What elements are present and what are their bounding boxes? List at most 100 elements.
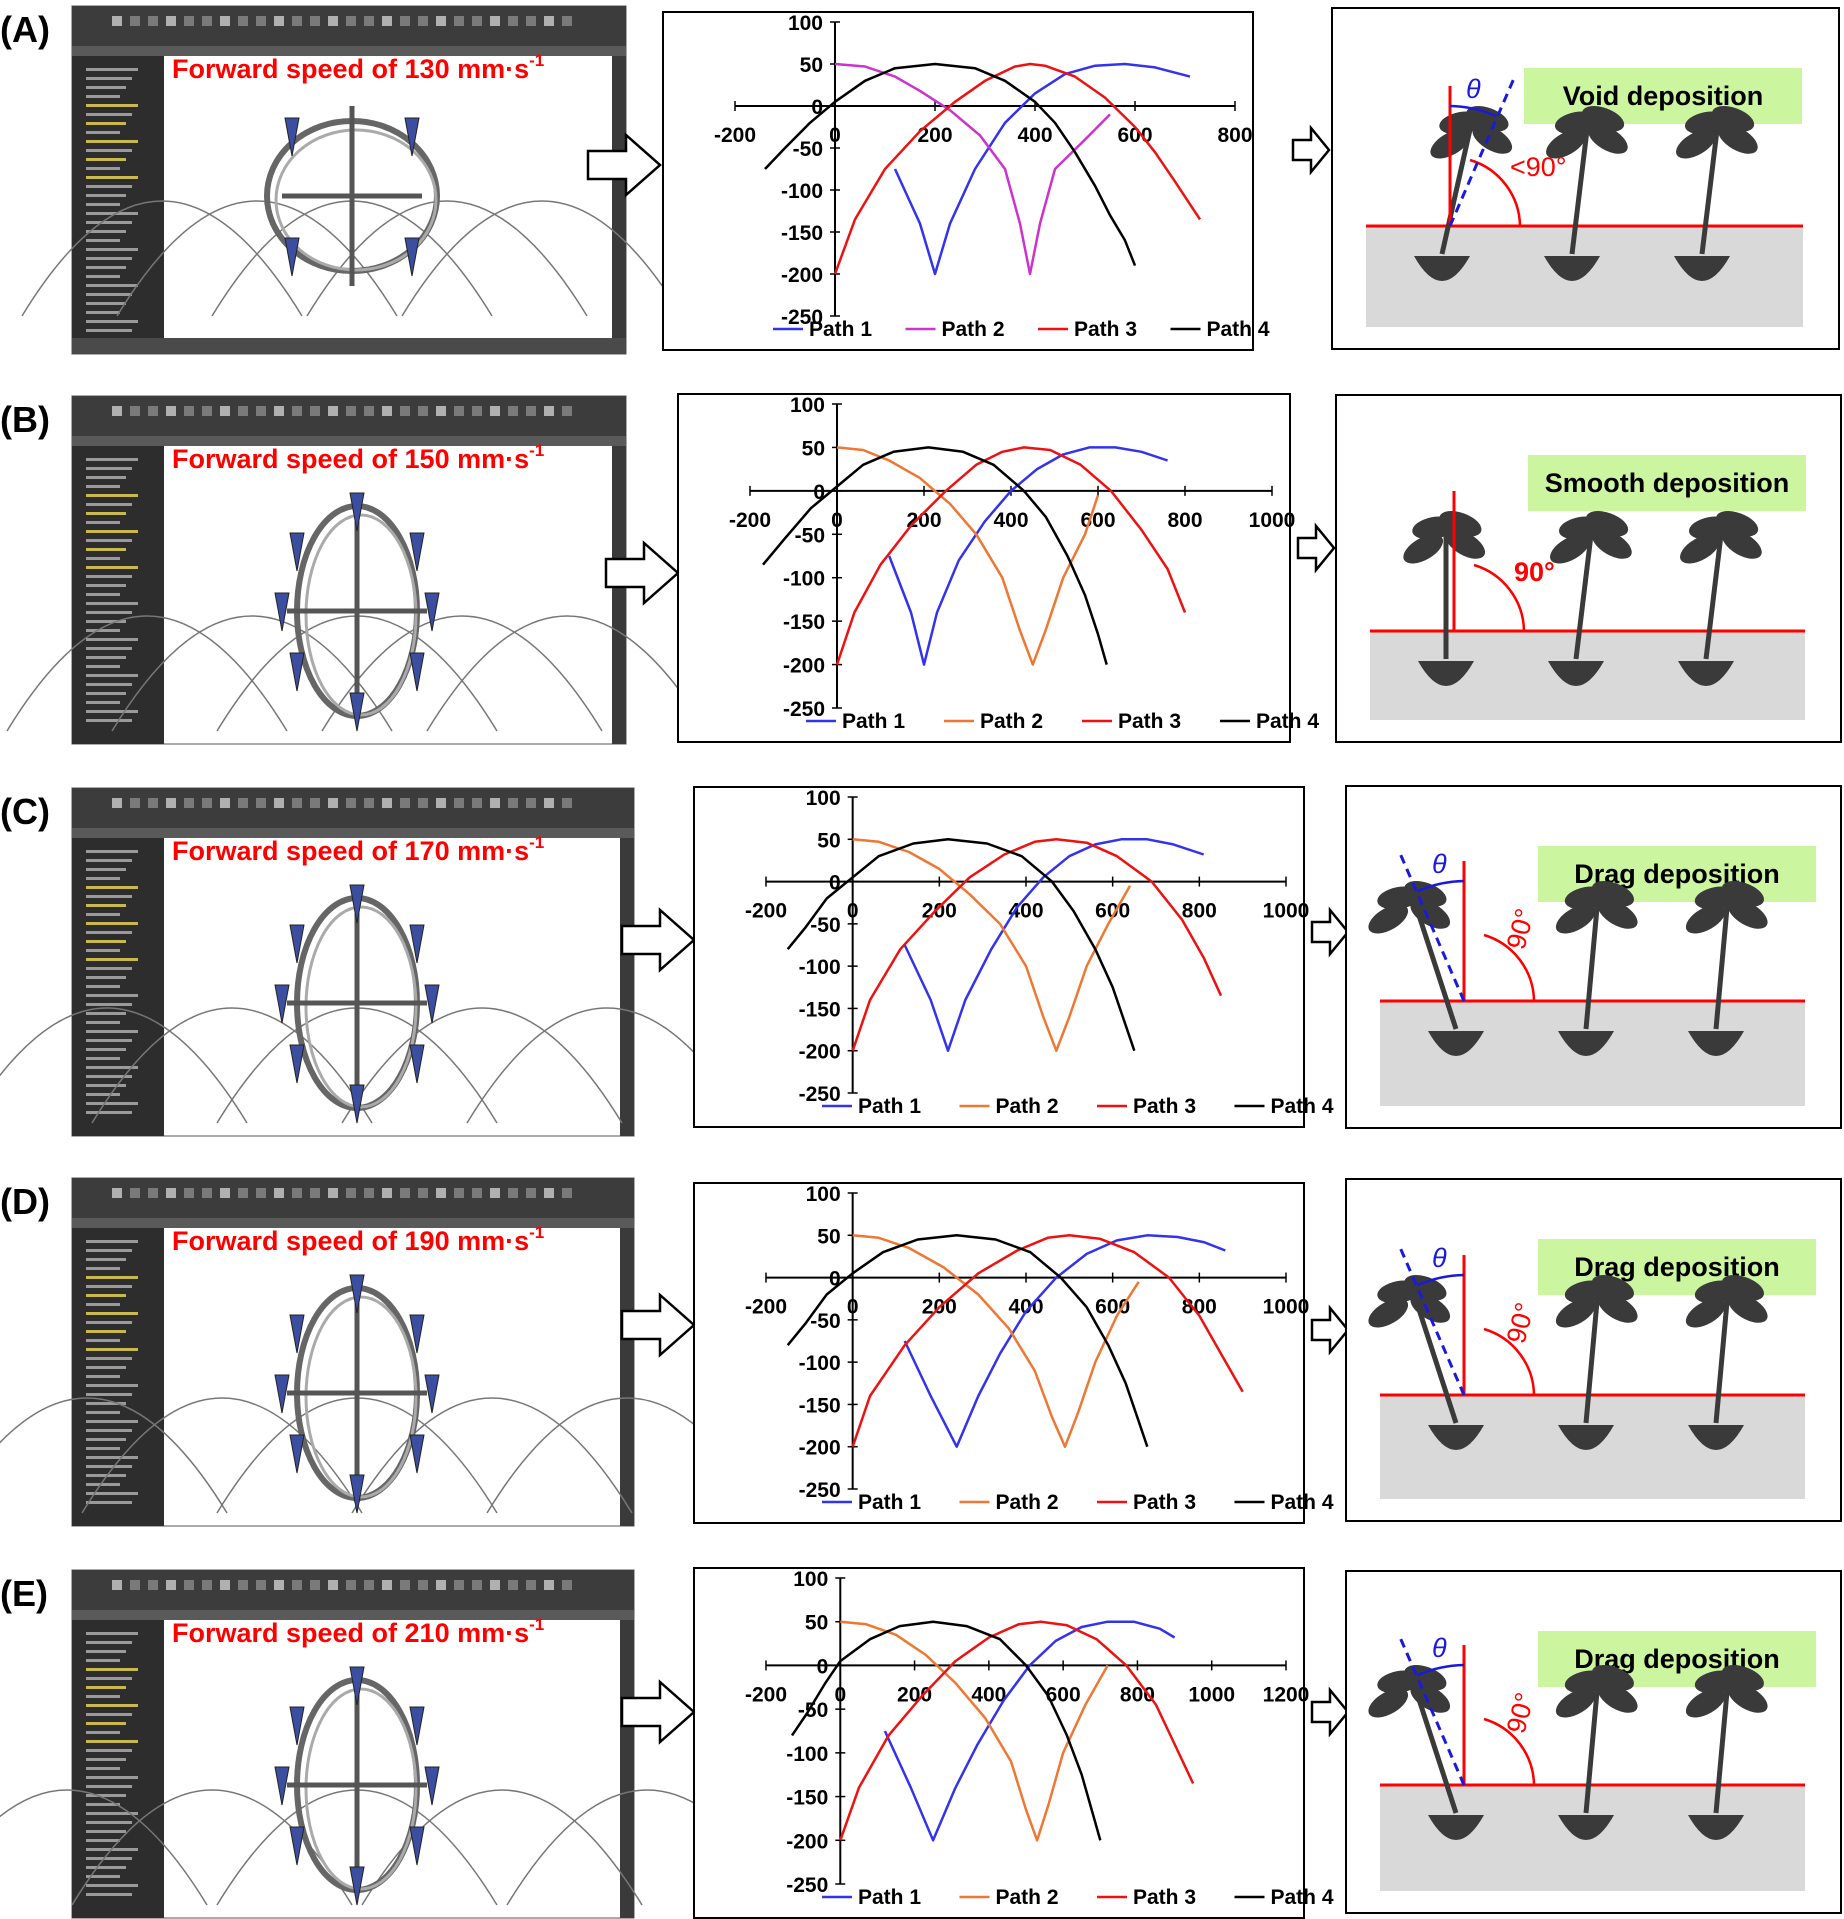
- root-ball: [1544, 256, 1600, 281]
- series-line-path-2: [836, 446, 1100, 666]
- tree-item: [86, 1330, 126, 1333]
- trajectory-arc: [21, 200, 303, 317]
- tree-item: [86, 203, 120, 206]
- tree-item: [86, 257, 132, 260]
- tree-item: [86, 275, 120, 278]
- trajectory-chart: 100 50 0 -50 -100 -150 -200 -250 -200 0 200 400 600 8…: [677, 393, 1319, 743]
- tree-item: [86, 701, 120, 704]
- toolbar-icon: [544, 798, 554, 808]
- toolbar-icon: [454, 16, 464, 26]
- toolbar-icon: [418, 1580, 428, 1590]
- planting-hopper: [409, 1044, 425, 1084]
- panel-row-d: (D)Forward speed of 190 mm·s-1100500-50-…: [0, 1177, 1842, 1527]
- tree-item: [86, 185, 132, 188]
- toolbar-icon: [382, 1188, 392, 1198]
- tree-item: [86, 1884, 138, 1887]
- tree-item: [86, 611, 132, 614]
- toolbar-icon: [202, 1580, 212, 1590]
- tree-item: [86, 1039, 132, 1042]
- toolbar-icon: [292, 406, 302, 416]
- tree-item: [86, 976, 126, 979]
- planting-hopper: [409, 1314, 425, 1354]
- right-arrow-icon: [604, 540, 680, 606]
- root-ball: [1688, 1815, 1744, 1840]
- y-tick-label: 50: [802, 437, 825, 460]
- leaf: [1550, 534, 1590, 564]
- tree-item: [86, 692, 126, 695]
- x-tick-label: -200: [745, 900, 787, 923]
- tree-item: [86, 1276, 138, 1279]
- toolbar-icon: [130, 406, 140, 416]
- tree-item: [86, 1821, 132, 1824]
- forward-speed-label: Forward speed of 170 mm·s-1: [172, 833, 544, 866]
- leaf: [1555, 904, 1596, 934]
- root-ball: [1678, 661, 1734, 686]
- tree-item: [86, 1650, 126, 1653]
- tree-item: [86, 868, 126, 871]
- speed-exponent: -1: [529, 1615, 544, 1634]
- planting-hopper: [289, 1314, 305, 1354]
- toolbar-icon: [238, 798, 248, 808]
- planting-hopper: [289, 1706, 305, 1746]
- x-tick-label: 1000: [1263, 900, 1310, 923]
- series-line-path-3: [839, 1620, 1195, 1841]
- legend-label: Path 3: [1133, 1095, 1196, 1118]
- tree-item: [86, 602, 138, 605]
- rotor-ring-inner: [304, 1295, 418, 1499]
- y-tick-label: -100: [786, 1743, 828, 1766]
- tree-item: [86, 1713, 132, 1716]
- tree-item: [86, 958, 138, 961]
- toolbar-icon: [346, 1580, 356, 1590]
- cad-side-toolbar: [620, 1228, 634, 1526]
- toolbar-icon: [562, 1580, 572, 1590]
- tree-item: [86, 503, 132, 506]
- cad-tabbar: [72, 436, 626, 446]
- stem: [1569, 115, 1592, 255]
- tree-item: [86, 940, 126, 943]
- tree-item: [86, 557, 120, 560]
- planting-hopper: [409, 1706, 425, 1746]
- toolbar-icon: [220, 798, 230, 808]
- tree-item: [86, 1731, 120, 1734]
- tree-item: [86, 1048, 126, 1051]
- tree-item: [86, 1348, 138, 1351]
- toolbar-icon: [490, 1188, 500, 1198]
- rotor-ring-inner: [304, 905, 418, 1109]
- legend-label: Path 1: [858, 1491, 921, 1514]
- tree-item: [86, 629, 120, 632]
- toolbar-icon: [274, 1580, 284, 1590]
- trajectory-arc: [401, 200, 683, 317]
- toolbar-icon: [454, 798, 464, 808]
- x-tick-label: 1000: [1263, 1296, 1310, 1319]
- right-arrow-icon: [1310, 906, 1350, 958]
- tree-item: [86, 1465, 132, 1468]
- cad-side-toolbar: [612, 446, 626, 744]
- theta-arc: [1417, 879, 1465, 893]
- leaf: [1727, 1683, 1768, 1713]
- toolbar-icon: [418, 798, 428, 808]
- toolbar-icon: [112, 16, 122, 26]
- theta-symbol: θ: [1466, 74, 1481, 104]
- stem: [1583, 890, 1602, 1030]
- right-arrow-icon: [1291, 124, 1331, 176]
- toolbar-icon: [436, 1580, 446, 1590]
- y-tick-label: -200: [799, 1041, 841, 1064]
- tree-item: [86, 77, 132, 80]
- toolbar-icon: [328, 1580, 338, 1590]
- stem: [1583, 1674, 1602, 1814]
- legend-label: Path 2: [980, 710, 1043, 733]
- planting-hopper: [289, 1434, 305, 1474]
- right-arrow-icon: [620, 907, 696, 973]
- toolbar-icon: [112, 406, 122, 416]
- tree-item: [86, 494, 138, 497]
- planting-mechanism-model: [0, 1666, 788, 1906]
- series-line-path-1: [903, 1234, 1226, 1448]
- toolbar-icon: [364, 798, 374, 808]
- toolbar-icon: [328, 406, 338, 416]
- tree-item: [86, 1321, 132, 1324]
- planting-hopper: [349, 692, 365, 732]
- toolbar-icon: [472, 1188, 482, 1198]
- seedling: [1685, 881, 1768, 1056]
- series-line-path-3: [851, 1234, 1244, 1448]
